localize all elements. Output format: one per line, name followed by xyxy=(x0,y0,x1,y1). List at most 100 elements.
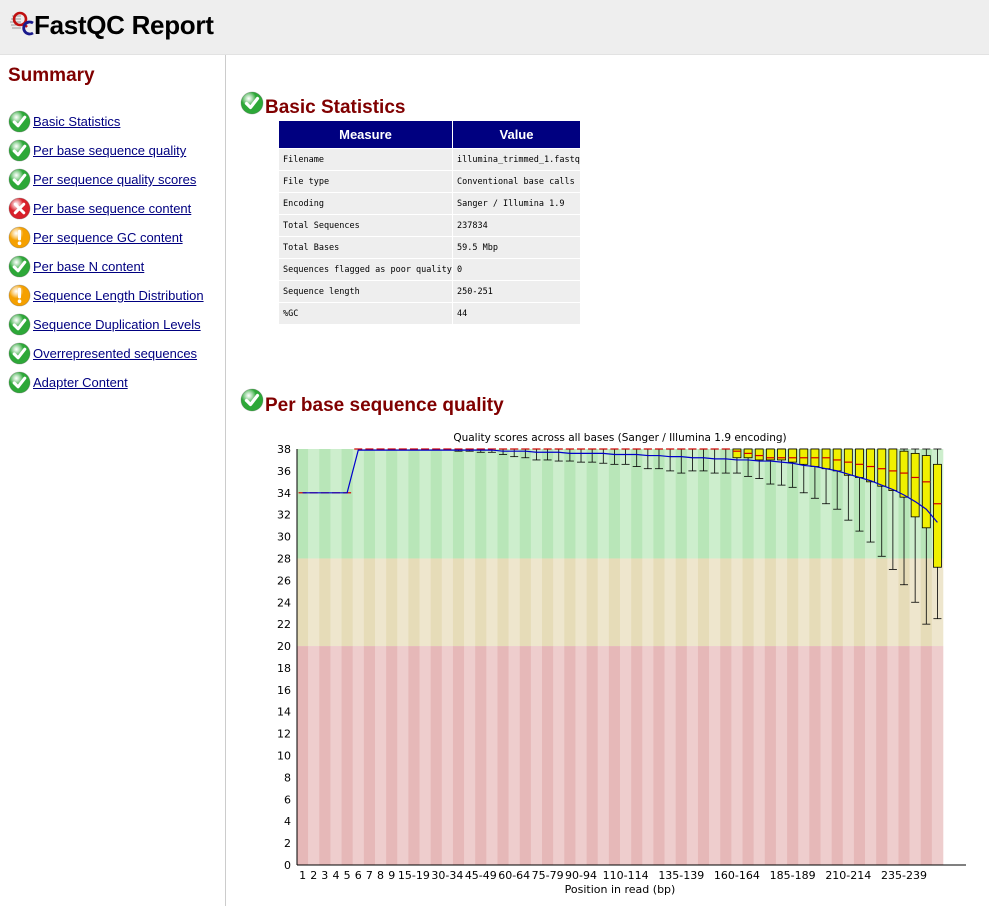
module-link[interactable]: Per base N content xyxy=(33,259,145,274)
module-link[interactable]: Per sequence GC content xyxy=(33,230,183,245)
x-tick-label: 210-214 xyxy=(825,869,871,882)
box-245-249 xyxy=(921,448,931,625)
quality-band-reasonable xyxy=(397,558,409,647)
measure-cell: Sequences flagged as poor quality xyxy=(278,258,453,281)
quality-band-good xyxy=(809,449,821,559)
quality-band-poor xyxy=(865,646,877,865)
pass-icon xyxy=(8,139,31,162)
box-45-49 xyxy=(476,448,485,453)
y-tick-label: 26 xyxy=(277,574,291,587)
quality-band-poor xyxy=(397,646,409,865)
y-tick-label: 14 xyxy=(277,706,291,719)
module-link[interactable]: Per sequence quality scores xyxy=(33,172,197,187)
box-70-74 xyxy=(532,448,541,461)
measure-cell: Total Bases xyxy=(278,236,453,259)
quality-band-reasonable xyxy=(798,558,810,647)
box-140-144 xyxy=(688,448,697,472)
box-155-159 xyxy=(721,448,730,474)
module-list: Basic Statistics Per base sequence qualit… xyxy=(8,107,204,397)
y-tick-label: 22 xyxy=(277,618,291,631)
quality-band-good xyxy=(742,449,754,559)
quality-band-reasonable xyxy=(831,558,844,647)
module-item: Per base sequence content xyxy=(8,194,204,223)
module-link[interactable]: Sequence Duplication Levels xyxy=(33,317,201,332)
quality-band-good xyxy=(308,449,320,559)
iqr-box xyxy=(821,448,831,470)
iqr-box xyxy=(910,452,920,518)
box-230-234 xyxy=(888,448,898,570)
box-215-219 xyxy=(855,448,864,532)
quality-band-good xyxy=(397,449,409,559)
quality-band-good xyxy=(408,449,420,559)
module-link[interactable]: Sequence Length Distribution xyxy=(33,288,204,303)
quality-band-poor xyxy=(497,646,509,865)
x-tick-label: 15-19 xyxy=(398,869,430,882)
module-item: Basic Statistics xyxy=(8,107,204,136)
quality-band-good xyxy=(497,449,509,559)
box-150-154 xyxy=(710,448,719,474)
module-link[interactable]: Adapter Content xyxy=(33,375,128,390)
iqr-box xyxy=(899,450,909,498)
value-cell: illumina_trimmed_1.fastq xyxy=(452,148,581,171)
box-60-64 xyxy=(510,448,519,458)
quality-band-poor xyxy=(608,646,621,865)
pass-icon xyxy=(240,388,264,412)
value-cell: 237834 xyxy=(452,214,581,237)
module-item: Sequence Duplication Levels xyxy=(8,310,204,339)
quality-band-reasonable xyxy=(820,558,832,647)
quality-band-poor xyxy=(631,646,643,865)
pass-icon xyxy=(8,371,31,394)
value-cell: 44 xyxy=(452,302,581,325)
y-tick-label: 38 xyxy=(277,443,291,456)
pass-icon xyxy=(240,91,264,115)
basic-statistics-title: Basic Statistics xyxy=(265,97,406,118)
module-link[interactable]: Per base sequence content xyxy=(33,201,192,216)
y-tick-label: 4 xyxy=(284,815,291,828)
quality-band-poor xyxy=(853,646,866,865)
quality-band-poor xyxy=(441,646,454,865)
x-tick-label: 3 xyxy=(321,869,328,882)
module-item: Adapter Content xyxy=(8,368,204,397)
quality-band-reasonable xyxy=(608,558,621,647)
quality-band-reasonable xyxy=(753,558,766,647)
quality-band-poor xyxy=(931,646,944,865)
quality-band-reasonable xyxy=(842,558,855,647)
module-item: Per sequence quality scores xyxy=(8,165,204,194)
measure-cell: Total Sequences xyxy=(278,214,453,237)
quality-band-reasonable xyxy=(519,558,532,647)
module-link[interactable]: Basic Statistics xyxy=(33,114,121,129)
value-cell: Conventional base calls xyxy=(452,170,581,193)
quality-band-good xyxy=(553,449,565,559)
box-75-79 xyxy=(543,448,552,461)
iqr-box xyxy=(788,448,798,463)
quality-band-poor xyxy=(809,646,821,865)
table-row: File type Conventional base calls xyxy=(278,170,581,193)
quality-band-reasonable xyxy=(742,558,754,647)
y-tick-label: 8 xyxy=(284,771,291,784)
quality-band-poor xyxy=(686,646,699,865)
module-link[interactable]: Overrepresented sequences xyxy=(33,346,198,361)
quality-band-good xyxy=(430,449,443,559)
x-tick-label: 1 xyxy=(299,869,306,882)
pass-icon xyxy=(8,168,31,191)
box-200-204 xyxy=(821,448,831,505)
quality-band-reasonable xyxy=(898,558,910,647)
measure-cell: Sequence length xyxy=(278,280,453,303)
warning-icon xyxy=(8,226,31,249)
quality-band-poor xyxy=(297,646,309,865)
quality-band-good xyxy=(597,449,610,559)
quality-band-poor xyxy=(430,646,443,865)
module-item: Per base N content xyxy=(8,252,204,281)
module-link[interactable]: Per base sequence quality xyxy=(33,143,187,158)
quality-band-good xyxy=(620,449,632,559)
quality-band-reasonable xyxy=(486,558,498,647)
value-cell: 250-251 xyxy=(452,280,581,303)
quality-band-good xyxy=(787,449,799,559)
report-header: FastQC Report xyxy=(0,0,989,55)
iqr-box xyxy=(933,463,942,568)
iqr-box xyxy=(866,448,876,483)
quality-band-poor xyxy=(564,646,576,865)
box-85-89 xyxy=(565,448,574,462)
quality-band-reasonable xyxy=(508,558,521,647)
y-tick-label: 24 xyxy=(277,596,291,609)
